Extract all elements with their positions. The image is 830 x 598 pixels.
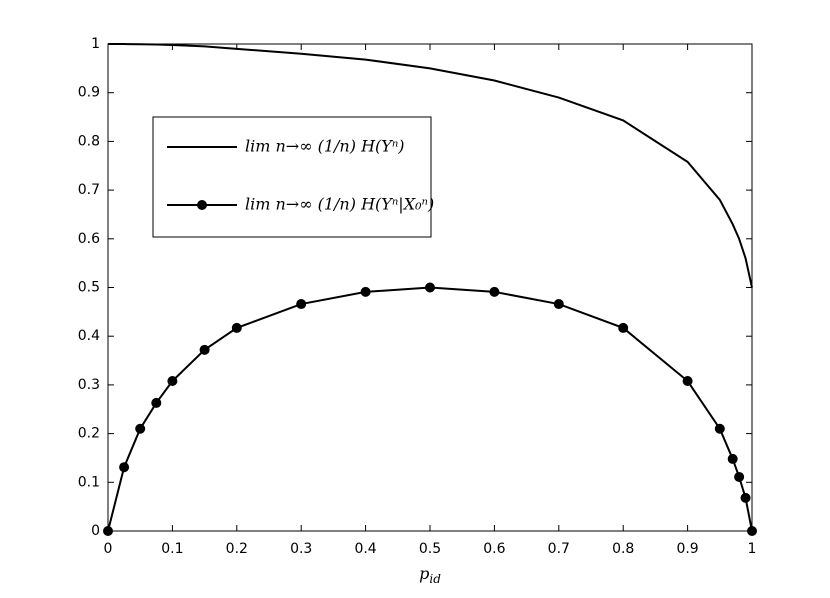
y-tick-label: 0.5: [78, 280, 100, 296]
y-tick-label: 0.1: [78, 474, 100, 490]
legend-box: [152, 116, 432, 238]
y-tick-label: 0.7: [78, 182, 100, 198]
data-point: [360, 286, 371, 297]
y-tick-label: 0.3: [78, 377, 100, 393]
data-point: [135, 423, 146, 434]
data-point: [618, 322, 629, 333]
legend-label: lim n→∞ (1/n) H(Yⁿ|X₀ⁿ): [245, 195, 434, 214]
data-point: [553, 299, 564, 310]
x-tick-label: 0.6: [483, 541, 505, 557]
data-point: [714, 423, 725, 434]
data-point: [167, 376, 178, 387]
y-tick-label: 0.9: [78, 85, 100, 101]
data-point: [734, 471, 745, 482]
x-tick-label: 0.9: [676, 541, 698, 557]
data-point: [489, 286, 500, 297]
data-point: [682, 376, 693, 387]
data-point: [119, 462, 130, 473]
x-label-sub: id: [429, 572, 441, 586]
data-point: [103, 526, 113, 536]
y-tick-label: 0.6: [78, 231, 100, 247]
data-point: [727, 453, 738, 464]
x-tick-label: 1: [748, 541, 757, 557]
x-axis-label: pid: [419, 564, 441, 586]
series-line: [107, 43, 753, 288]
data-point: [747, 526, 757, 536]
data-point: [740, 492, 751, 503]
x-tick-label: 0.7: [548, 541, 570, 557]
x-tick-label: 0.1: [161, 541, 183, 557]
x-tick-label: 0.4: [354, 541, 376, 557]
data-point: [425, 282, 435, 293]
legend-marker: [197, 200, 207, 210]
y-tick-label: 1: [91, 36, 100, 52]
y-tick-label: 0: [91, 523, 100, 539]
x-tick-label: 0.3: [290, 541, 312, 557]
x-tick-label: 0.5: [419, 541, 441, 557]
data-point: [296, 299, 307, 310]
x-tick-label: 0.2: [226, 541, 248, 557]
data-point: [231, 322, 242, 333]
legend-label: lim n→∞ (1/n) H(Yⁿ): [245, 137, 405, 156]
y-tick-label: 0.2: [78, 426, 100, 442]
x-tick-label: 0: [104, 541, 113, 557]
data-point: [199, 344, 210, 355]
data-point: [151, 397, 162, 408]
x-label-base: p: [419, 564, 429, 583]
x-tick-label: 0.8: [612, 541, 634, 557]
y-tick-label: 0.4: [78, 328, 100, 344]
y-tick-label: 0.8: [78, 133, 100, 149]
